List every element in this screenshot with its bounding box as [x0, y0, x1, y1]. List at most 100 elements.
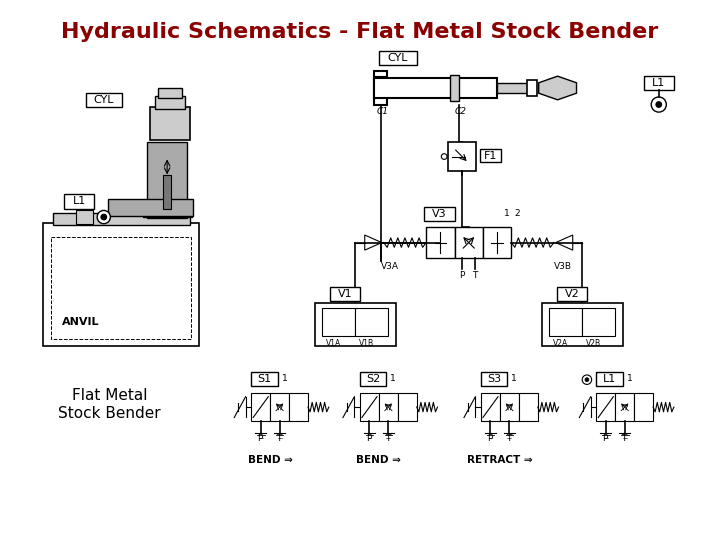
- Bar: [557, 287, 587, 301]
- Text: T: T: [621, 434, 626, 443]
- Text: P: P: [602, 434, 608, 443]
- Bar: [379, 393, 398, 421]
- Circle shape: [656, 102, 662, 107]
- Text: V1A: V1A: [326, 339, 341, 348]
- Text: P: P: [487, 434, 492, 443]
- Bar: [450, 75, 459, 101]
- Bar: [374, 71, 387, 105]
- Text: 1: 1: [504, 208, 510, 218]
- Bar: [497, 83, 530, 93]
- Bar: [76, 211, 94, 224]
- Circle shape: [101, 214, 107, 220]
- Bar: [53, 213, 190, 225]
- Text: Flat Metal
Stock Bender: Flat Metal Stock Bender: [58, 388, 161, 421]
- Text: 1: 1: [282, 374, 287, 383]
- Bar: [634, 393, 653, 421]
- Text: P: P: [366, 434, 371, 443]
- Text: CYL: CYL: [94, 95, 114, 105]
- Text: BEND ⇒: BEND ⇒: [248, 455, 292, 465]
- Text: 2: 2: [514, 208, 520, 218]
- Text: S3: S3: [487, 374, 501, 384]
- Bar: [481, 393, 500, 421]
- Text: V3A: V3A: [382, 262, 400, 272]
- Bar: [270, 393, 289, 421]
- Bar: [448, 143, 477, 171]
- Text: T: T: [384, 434, 390, 443]
- Text: F1: F1: [484, 151, 498, 160]
- Text: L1: L1: [652, 78, 665, 88]
- Text: RETRACT ⇒: RETRACT ⇒: [467, 455, 533, 465]
- Bar: [315, 303, 396, 346]
- Bar: [481, 372, 508, 386]
- Bar: [541, 303, 623, 346]
- Bar: [424, 207, 454, 221]
- Bar: [251, 393, 270, 421]
- Bar: [251, 372, 278, 386]
- Text: 1: 1: [626, 374, 632, 383]
- Bar: [398, 393, 417, 421]
- Text: V1B: V1B: [359, 339, 374, 348]
- Circle shape: [441, 154, 447, 159]
- Polygon shape: [539, 76, 577, 100]
- Bar: [360, 372, 387, 386]
- Bar: [330, 287, 360, 301]
- Bar: [596, 393, 616, 421]
- Text: L1: L1: [603, 374, 616, 384]
- Bar: [596, 372, 623, 386]
- Bar: [426, 227, 454, 258]
- Bar: [163, 176, 171, 208]
- Circle shape: [585, 378, 589, 382]
- Bar: [158, 89, 182, 98]
- Text: ANVIL: ANVIL: [62, 317, 99, 327]
- Text: P: P: [459, 271, 464, 280]
- Bar: [148, 143, 187, 218]
- Text: V2: V2: [564, 289, 579, 299]
- Text: Hydraulic Schematics - Flat Metal Stock Bender: Hydraulic Schematics - Flat Metal Stock …: [61, 22, 659, 42]
- Bar: [616, 393, 634, 421]
- Text: BEND ⇒: BEND ⇒: [356, 455, 401, 465]
- Text: P: P: [257, 434, 262, 443]
- Bar: [107, 199, 193, 216]
- Bar: [374, 78, 497, 98]
- Text: L1: L1: [73, 197, 86, 206]
- Text: T: T: [472, 271, 478, 280]
- Bar: [51, 237, 191, 339]
- Text: 1: 1: [390, 374, 396, 383]
- Text: 1: 1: [511, 374, 517, 383]
- Bar: [500, 393, 519, 421]
- Bar: [322, 308, 355, 336]
- Bar: [155, 96, 185, 109]
- Bar: [549, 308, 582, 336]
- Bar: [379, 51, 417, 65]
- Text: S1: S1: [258, 374, 271, 384]
- Circle shape: [582, 375, 592, 384]
- Bar: [289, 393, 308, 421]
- Text: C2: C2: [454, 107, 467, 117]
- Bar: [480, 149, 501, 162]
- Text: T: T: [276, 434, 282, 443]
- Bar: [360, 393, 379, 421]
- Text: S2: S2: [366, 374, 380, 384]
- Bar: [483, 227, 511, 258]
- Text: V2B: V2B: [586, 339, 601, 348]
- Text: C1: C1: [377, 107, 389, 117]
- Text: V2A: V2A: [553, 339, 568, 348]
- Bar: [150, 107, 190, 140]
- Bar: [143, 206, 192, 217]
- Bar: [519, 393, 538, 421]
- Bar: [86, 93, 122, 107]
- Bar: [644, 76, 674, 90]
- Bar: [355, 308, 388, 336]
- Text: V3: V3: [432, 209, 446, 219]
- Bar: [454, 227, 483, 258]
- Text: V3B: V3B: [554, 262, 572, 272]
- Text: CYL: CYL: [387, 53, 408, 63]
- Circle shape: [651, 97, 666, 112]
- Bar: [64, 194, 94, 208]
- Text: T: T: [505, 434, 511, 443]
- Text: V1: V1: [338, 289, 352, 299]
- Bar: [527, 80, 537, 96]
- Bar: [582, 308, 616, 336]
- Circle shape: [97, 211, 110, 224]
- Bar: [43, 222, 199, 346]
